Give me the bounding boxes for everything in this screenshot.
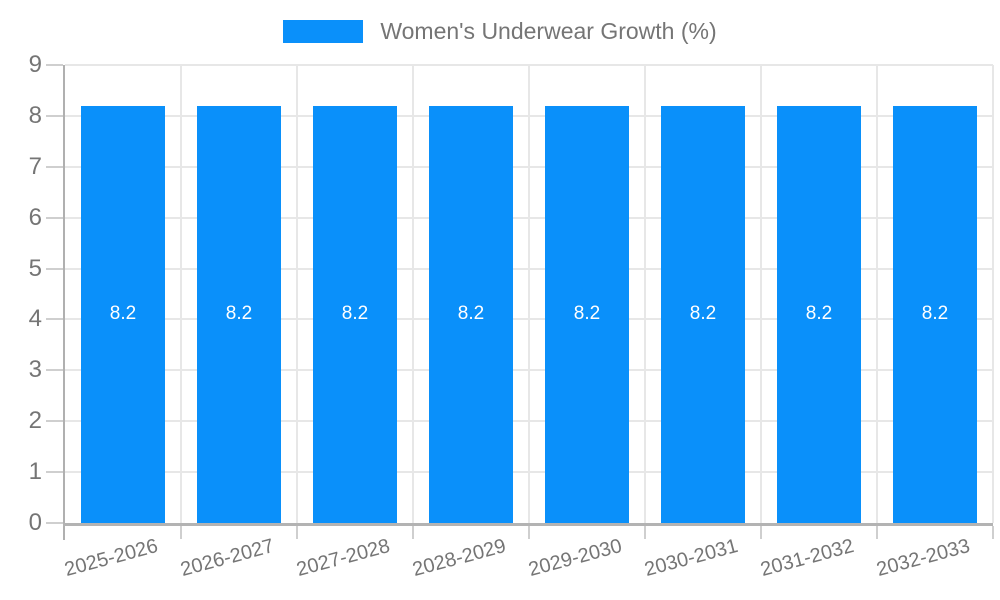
y-axis-tick — [46, 114, 63, 117]
bar-value-label: 8.2 — [457, 303, 485, 325]
bar-value-label: 8.2 — [921, 303, 949, 325]
y-axis-tick-label: 7 — [28, 152, 42, 180]
plot-area: 8.2 8.2 8.2 8.2 8.2 8.2 8.2 8.2 — [65, 64, 994, 523]
y-axis-tick — [46, 522, 63, 524]
y-axis-tick — [46, 318, 63, 321]
x-axis-category-label: 2027-2028 — [294, 535, 393, 582]
bar-value-label: 8.2 — [573, 303, 601, 325]
y-axis-tick — [46, 267, 63, 270]
x-axis-tick — [180, 526, 182, 539]
bar[interactable]: 8.2 — [893, 105, 977, 523]
y-axis-tick-label: 0 — [28, 509, 42, 536]
y-axis-tick-label: 2 — [28, 407, 42, 435]
bar-value-label: 8.2 — [805, 303, 833, 325]
x-axis-category-label: 2025-2026 — [62, 535, 161, 582]
gridline-vertical — [180, 65, 182, 523]
bar[interactable]: 8.2 — [313, 105, 397, 523]
x-axis-category-label: 2030-2031 — [642, 535, 741, 582]
gridline-vertical — [412, 65, 414, 523]
gridline-vertical — [992, 65, 994, 523]
x-axis-tick — [644, 526, 646, 539]
x-axis-category-label: 2031-2032 — [758, 535, 857, 582]
y-axis-tick-label: 8 — [28, 101, 42, 129]
y-axis-tick — [46, 420, 63, 423]
gridline-vertical — [644, 65, 646, 523]
bar[interactable]: 8.2 — [661, 105, 745, 523]
y-axis-tick-label: 1 — [28, 458, 42, 486]
x-axis-tick — [528, 526, 530, 539]
x-axis-category-label: 2026-2027 — [178, 535, 277, 582]
y-axis-tick-label: 9 — [28, 51, 42, 78]
legend-label: Women's Underwear Growth (%) — [380, 18, 717, 44]
y-axis-tick — [46, 165, 63, 168]
x-axis-category-label: 2032-2033 — [874, 535, 973, 582]
bar[interactable]: 8.2 — [197, 105, 281, 523]
x-axis-tick — [760, 526, 762, 539]
y-axis-tick-label: 4 — [28, 305, 42, 333]
gridline-vertical — [296, 65, 298, 523]
chart-legend[interactable]: Women's Underwear Growth (%) — [0, 18, 1000, 44]
y-axis-tick — [46, 64, 63, 66]
legend-swatch-icon — [283, 19, 364, 43]
x-axis-category-label: 2029-2030 — [526, 535, 625, 582]
bar-value-label: 8.2 — [225, 303, 253, 325]
x-axis-line — [63, 523, 993, 526]
gridline-vertical — [876, 65, 878, 523]
x-axis-category-label: 2028-2029 — [410, 535, 509, 582]
bar[interactable]: 8.2 — [545, 105, 629, 523]
bar[interactable]: 8.2 — [429, 105, 513, 523]
y-axis-tick — [46, 369, 63, 372]
x-axis-tick — [296, 526, 298, 539]
bar[interactable]: 8.2 — [81, 105, 165, 523]
y-axis-tick — [46, 471, 63, 474]
bar-value-label: 8.2 — [109, 303, 137, 325]
y-axis-tick-label: 5 — [28, 254, 42, 282]
bar-value-label: 8.2 — [341, 303, 369, 325]
bar[interactable]: 8.2 — [777, 105, 861, 523]
gridline-vertical — [528, 65, 530, 523]
y-axis-tick-label: 3 — [28, 356, 42, 384]
y-axis-tick-label: 6 — [28, 203, 42, 231]
bar-value-label: 8.2 — [689, 303, 717, 325]
gridline-vertical — [760, 65, 762, 523]
x-axis-tick — [412, 526, 414, 539]
x-axis-tick — [992, 526, 994, 539]
x-axis-tick — [876, 526, 878, 539]
y-axis-tick — [46, 216, 63, 219]
y-axis-line — [63, 65, 65, 540]
